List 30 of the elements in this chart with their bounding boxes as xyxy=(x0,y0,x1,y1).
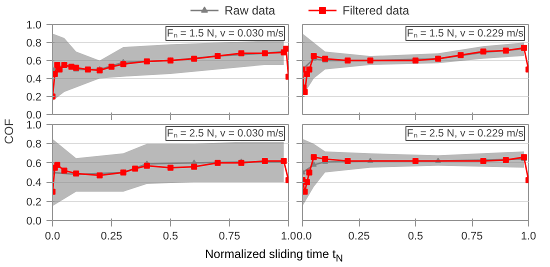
y-tick-label: 0.4 xyxy=(26,74,42,86)
y-tick-label: 0.6 xyxy=(26,158,42,170)
annotation: Fₙ = 1.5 N, v = 0.030 m/s xyxy=(166,28,284,40)
y-tick-label: 0.2 xyxy=(26,196,42,208)
x-axis-title: Normalized sliding time t$_{N}$ xyxy=(204,246,344,266)
y-tick-label: 0.4 xyxy=(26,177,42,190)
x-tick-label: 0.75 xyxy=(218,230,240,242)
x-tick-label: 0.0 xyxy=(44,230,60,242)
y-tick-label: 0.8 xyxy=(26,38,42,50)
y-tick-label: 0.0 xyxy=(26,110,42,122)
y-tick-label: 1.0 xyxy=(26,120,42,132)
y-tick-label: 1.0 xyxy=(26,20,42,32)
annotation: Fₙ = 2.5 N, v = 0.229 m/s xyxy=(406,128,524,140)
legend-label: Raw data xyxy=(224,4,276,18)
y-axis-title: COF xyxy=(2,118,16,144)
legend-label: Filtered data xyxy=(342,4,410,18)
y-tick-label: 0.0 xyxy=(26,216,42,228)
x-tick-label: 0.25 xyxy=(100,230,122,242)
y-tick-label: 0.2 xyxy=(26,92,42,104)
x-tick-label: 1.0 xyxy=(520,230,536,242)
x-tick-label: 1.0 xyxy=(280,230,296,242)
x-tick-label: 0.0 xyxy=(296,230,312,242)
annotation: Fₙ = 2.5 N, v = 0.030 m/s xyxy=(166,128,284,140)
x-tick-label: 0.75 xyxy=(461,230,483,242)
y-tick-label: 0.6 xyxy=(26,56,42,68)
x-tick-label: 0.25 xyxy=(348,230,370,242)
x-tick-label: 0.5 xyxy=(408,230,424,242)
y-tick-label: 0.8 xyxy=(26,138,42,151)
x-tick-label: 0.5 xyxy=(162,230,178,242)
annotation: Fₙ = 1.5 N, v = 0.229 m/s xyxy=(406,28,524,40)
